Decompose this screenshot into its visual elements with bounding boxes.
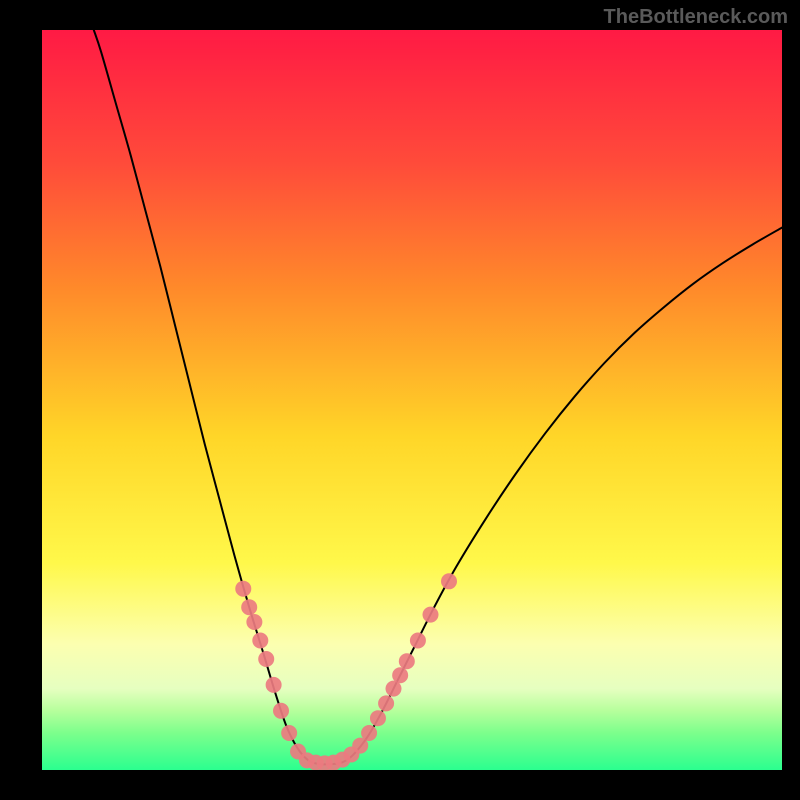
bottleneck-chart bbox=[0, 0, 800, 800]
data-marker bbox=[410, 633, 426, 649]
data-marker bbox=[266, 677, 282, 693]
data-marker bbox=[273, 703, 289, 719]
data-marker bbox=[370, 710, 386, 726]
watermark-text: TheBottleneck.com bbox=[604, 6, 788, 29]
data-marker bbox=[423, 607, 439, 623]
data-marker bbox=[361, 725, 377, 741]
data-marker bbox=[378, 695, 394, 711]
data-marker bbox=[399, 653, 415, 669]
data-marker bbox=[392, 667, 408, 683]
data-marker bbox=[281, 725, 297, 741]
data-marker bbox=[241, 599, 257, 615]
data-marker bbox=[235, 581, 251, 597]
data-marker bbox=[258, 651, 274, 667]
data-marker bbox=[246, 614, 262, 630]
data-marker bbox=[441, 573, 457, 589]
data-marker bbox=[252, 633, 268, 649]
